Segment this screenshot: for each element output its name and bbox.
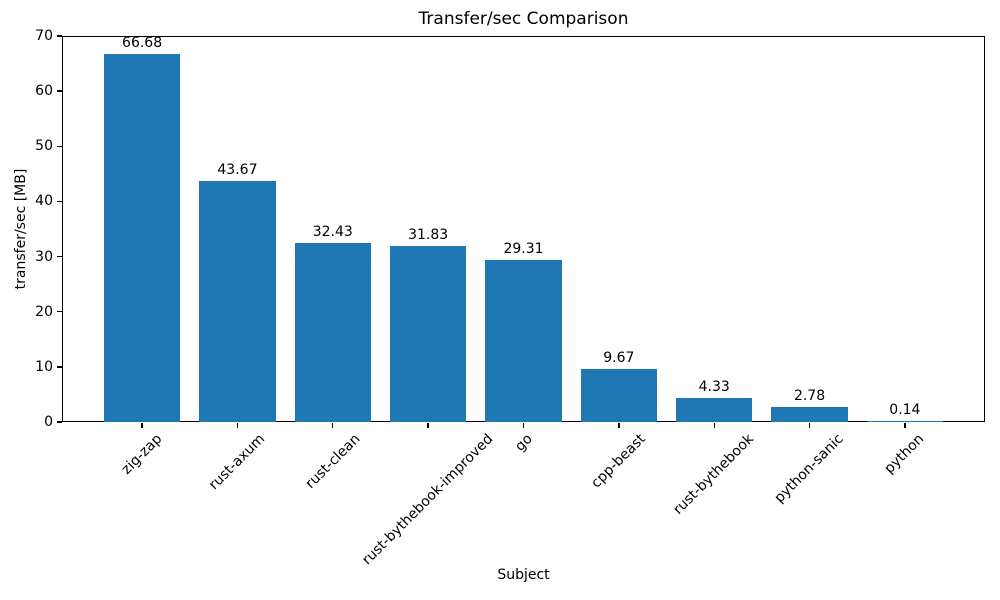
x-tick	[713, 423, 715, 428]
x-tick-label: rust-clean	[302, 431, 363, 492]
x-tick-label: python-sanic	[771, 431, 848, 507]
x-tick	[332, 423, 334, 428]
x-axis-label: Subject	[497, 567, 550, 583]
plot-area	[62, 36, 985, 422]
y-tick-label: 0	[44, 414, 53, 430]
y-axis-label: transfer/sec [MB]	[13, 168, 29, 290]
chart-title: Transfer/sec Comparison	[418, 9, 629, 29]
y-tick-label: 50	[35, 138, 53, 155]
x-tick-label: python	[881, 431, 928, 477]
x-tick-label: zig-zap	[118, 431, 166, 478]
x-tick-label: rust-axum	[205, 431, 269, 494]
x-tick	[618, 423, 620, 428]
y-tick-label: 60	[35, 83, 53, 100]
x-tick	[808, 423, 811, 428]
x-tick-label: rust-bythebook-improved	[359, 431, 497, 569]
x-tick	[236, 423, 239, 428]
y-tick-label: 20	[35, 303, 53, 320]
x-tick	[427, 423, 429, 428]
x-tick-label: go	[511, 431, 536, 455]
x-tick	[522, 423, 525, 428]
x-tick	[904, 423, 906, 428]
x-tick-label: cpp-beast	[588, 431, 649, 492]
y-tick-label: 70	[35, 28, 53, 44]
x-tick-label: rust-bythebook	[670, 431, 758, 518]
x-tick	[141, 423, 143, 428]
y-tick-label: 10	[35, 358, 53, 375]
